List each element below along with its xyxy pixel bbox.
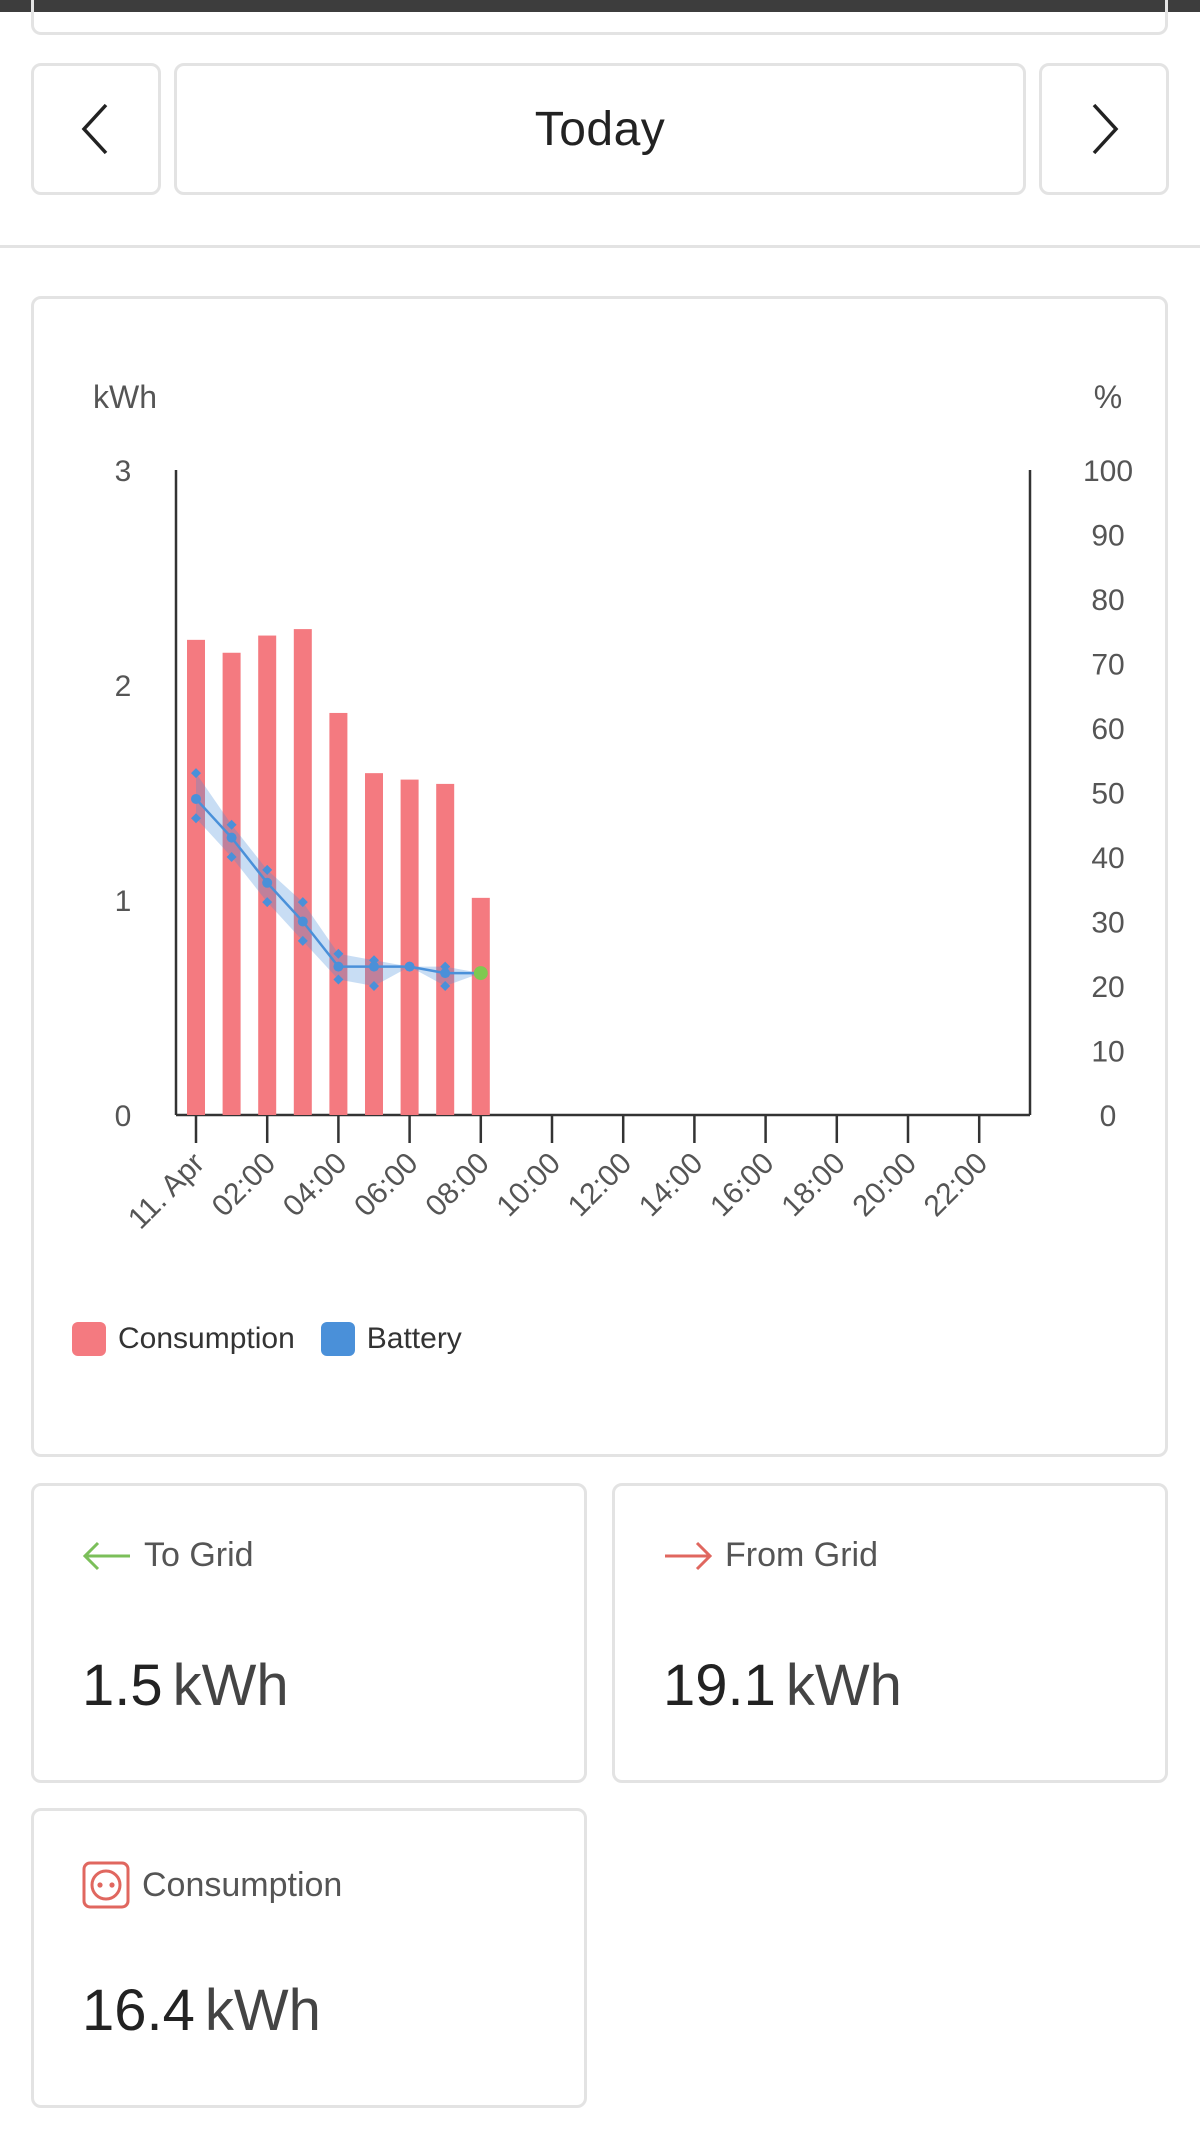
- x-tick-label: 10:00: [491, 1147, 567, 1223]
- battery-swatch: [320, 1322, 355, 1356]
- battery-min-marker: [297, 935, 308, 946]
- y-right-tick-label: 60: [1091, 713, 1124, 746]
- battery-min-marker: [369, 981, 379, 991]
- consumption-unit: kWh: [204, 1978, 321, 2043]
- battery-point: [191, 793, 201, 804]
- from-grid-label: From Grid: [725, 1536, 878, 1574]
- chevron-left-icon: [81, 103, 108, 155]
- battery-point: [404, 961, 415, 972]
- energy-chart-card: [31, 296, 1168, 1457]
- battery-point: [226, 832, 237, 843]
- to-grid-number: 1.5: [82, 1653, 163, 1718]
- y-right-tick-label: 70: [1091, 649, 1124, 682]
- battery-min-marker: [226, 852, 237, 862]
- x-tick-label: 06:00: [348, 1147, 424, 1223]
- to-grid-unit: kWh: [172, 1653, 289, 1718]
- arrow-left-icon: [82, 1541, 130, 1570]
- y-right-tick-label: 50: [1091, 778, 1124, 811]
- arrow-right-icon: [665, 1541, 713, 1570]
- y-axis-left-label: kWh: [93, 379, 157, 415]
- battery-point: [333, 961, 344, 972]
- from-grid-card: From Grid 19.1 kWh: [612, 1483, 1168, 1783]
- battery-max-marker: [262, 864, 273, 875]
- battery-max-marker: [226, 819, 237, 830]
- battery-min-marker: [440, 981, 451, 991]
- battery-point: [369, 961, 379, 972]
- from-grid-title: From Grid: [663, 1536, 878, 1575]
- x-tick-label: 12:00: [562, 1147, 638, 1223]
- y-right-tick-label: 20: [1091, 971, 1124, 1004]
- legend-label-consumption: Consumption: [118, 1322, 295, 1355]
- legend-item-consumption[interactable]: Consumption: [72, 1322, 295, 1356]
- x-tick-label: 20:00: [847, 1147, 923, 1223]
- y-right-tick-label: 100: [1083, 455, 1133, 488]
- consumption-bar: [293, 629, 312, 1115]
- battery-point: [262, 877, 273, 888]
- previous-card-edge: [31, 0, 1168, 35]
- y-left-tick-label: 1: [115, 885, 132, 918]
- top-bar: [0, 0, 1200, 12]
- battery-max-marker: [333, 948, 344, 959]
- y-right-tick-label: 90: [1091, 520, 1124, 553]
- y-right-tick-label: 30: [1091, 907, 1124, 940]
- consumption-label: Consumption: [142, 1865, 343, 1904]
- next-day-button[interactable]: [1039, 63, 1169, 195]
- consumption-bar: [400, 779, 419, 1115]
- y-right-tick-label: 40: [1091, 842, 1124, 875]
- consumption-bar: [222, 652, 241, 1115]
- y-right-tick-label: 80: [1091, 584, 1124, 617]
- consumption-title: Consumption: [82, 1861, 342, 1909]
- consumption-bar: [329, 712, 348, 1115]
- y-left-tick-label: 3: [115, 455, 132, 488]
- to-grid-title: To Grid: [82, 1536, 254, 1575]
- from-grid-value: 19.1 kWh: [663, 1652, 902, 1719]
- battery-current-point: [473, 966, 488, 981]
- consumption-swatch: [72, 1322, 106, 1356]
- battery-min-marker: [191, 813, 201, 824]
- x-tick-label: 08:00: [419, 1147, 495, 1223]
- previous-day-button[interactable]: [31, 63, 161, 195]
- consumption-bar: [365, 773, 383, 1115]
- to-grid-label: To Grid: [144, 1536, 254, 1574]
- date-selector-button[interactable]: Today: [174, 63, 1026, 195]
- y-left-tick-label: 2: [115, 670, 132, 703]
- consumption-number: 16.4: [82, 1978, 195, 2043]
- battery-min-marker: [262, 897, 273, 908]
- consumption-bar: [471, 897, 490, 1115]
- x-tick-label: 22:00: [918, 1147, 994, 1223]
- x-tick-label: 02:00: [206, 1147, 282, 1223]
- from-grid-unit: kWh: [785, 1653, 902, 1718]
- x-tick-label: 11. Apr: [122, 1147, 211, 1236]
- x-tick-label: 04:00: [277, 1147, 353, 1223]
- to-grid-card: To Grid 1.5 kWh: [31, 1483, 587, 1783]
- legend-item-battery[interactable]: Battery: [320, 1322, 462, 1356]
- consumption-bar: [187, 639, 205, 1115]
- battery-range-band: [196, 773, 481, 986]
- date-label: Today: [534, 102, 666, 156]
- battery-point: [297, 916, 308, 927]
- consumption-card: Consumption 16.4 kWh: [31, 1808, 587, 2108]
- to-grid-value: 1.5 kWh: [82, 1652, 289, 1719]
- battery-max-marker: [191, 768, 201, 779]
- from-grid-number: 19.1: [663, 1653, 776, 1718]
- x-tick-label: 16:00: [704, 1147, 780, 1223]
- battery-min-marker: [333, 974, 344, 985]
- x-tick-label: 18:00: [775, 1147, 851, 1223]
- consumption-bar: [436, 783, 455, 1115]
- consumption-value: 16.4 kWh: [82, 1977, 321, 2044]
- chart-legend: Consumption Battery: [72, 1322, 462, 1356]
- chevron-right-icon: [1092, 103, 1119, 155]
- y-right-tick-label: 0: [1100, 1100, 1117, 1133]
- x-tick-label: 14:00: [633, 1147, 709, 1223]
- battery-max-marker: [297, 897, 308, 908]
- section-divider: [0, 245, 1200, 248]
- consumption-bar: [258, 635, 277, 1115]
- y-axis-right-label: %: [1094, 379, 1122, 415]
- power-socket-icon: [82, 1861, 130, 1909]
- battery-point: [440, 968, 451, 979]
- legend-label-battery: Battery: [366, 1322, 462, 1355]
- y-right-tick-label: 10: [1091, 1036, 1124, 1069]
- y-left-tick-label: 0: [115, 1100, 132, 1133]
